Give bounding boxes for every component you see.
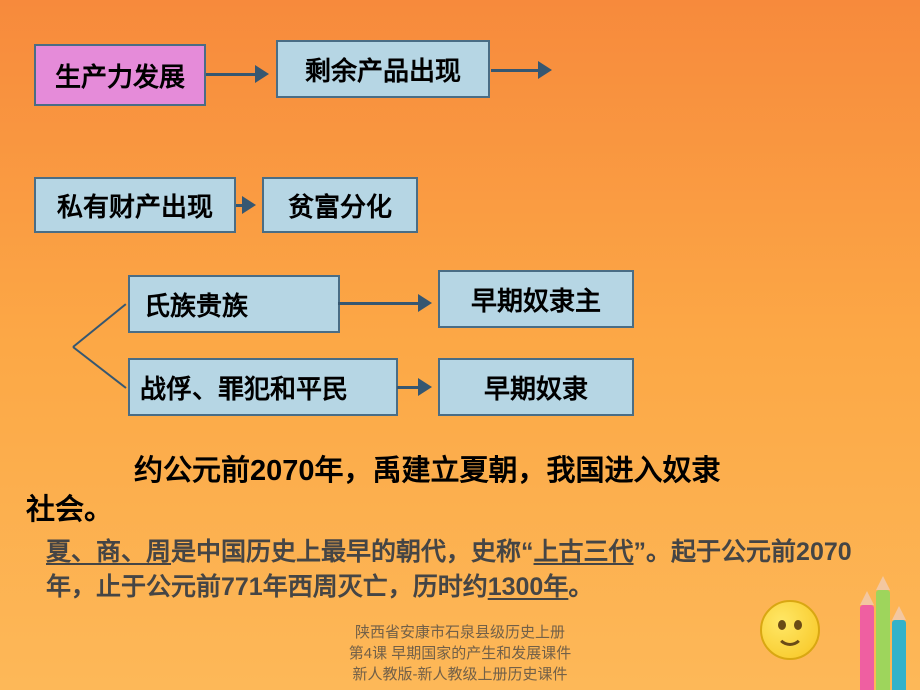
flow-box-label: 战俘、罪犯和平民 [140, 369, 348, 406]
arrow-head-icon [538, 61, 552, 79]
arrow-shaft [491, 69, 540, 72]
arrow-shaft [397, 386, 420, 389]
flow-box-label: 剩余产品出现 [305, 51, 461, 88]
flow-box-clan_noble: 氏族贵族 [128, 275, 340, 333]
flow-box-wealth_gap: 贫富分化 [262, 177, 418, 233]
flow-box-surplus: 剩余产品出现 [276, 40, 490, 98]
flow-box-slave_owner: 早期奴隶主 [438, 270, 634, 328]
flow-box-label: 早期奴隶 [484, 369, 588, 406]
arrow-head-icon [418, 294, 432, 312]
flow-box-label: 氏族贵族 [144, 286, 248, 323]
text-piece: 。 [568, 573, 593, 601]
text-piece: 夏、商、周 [46, 538, 171, 566]
arrow-shaft [338, 302, 420, 305]
arrow-head-icon [418, 378, 432, 396]
flow-box-label: 早期奴隶主 [471, 281, 601, 318]
flow-box-private_prop: 私有财产出现 [34, 177, 236, 233]
pencil-icon [860, 605, 874, 690]
pencil-icon [876, 590, 890, 690]
dynasty-summary-text: 夏、商、周是中国历史上最早的朝代，史称“上古三代”。起于公元前2070年，止于公… [46, 535, 881, 605]
smiley-icon [760, 600, 820, 660]
text-piece: 是中国历史上最早的朝代，史称“ [171, 538, 534, 566]
arrow-head-icon [255, 65, 269, 83]
text-piece: 上古三代 [534, 538, 634, 566]
arrow-shaft [206, 73, 257, 76]
flow-box-slave: 早期奴隶 [438, 358, 634, 416]
flow-box-productivity: 生产力发展 [34, 44, 206, 106]
pencil-icon [892, 620, 906, 690]
flow-box-label: 贫富分化 [288, 187, 392, 224]
text-piece: 1300年 [488, 573, 569, 601]
flow-box-captives: 战俘、罪犯和平民 [128, 358, 398, 416]
main-summary-text: 约公元前2070年，禹建立夏朝，我国进入奴隶社会。 [26, 452, 900, 530]
footer-line-3: 新人教版-新人教级上册历史课件 [0, 663, 920, 684]
arrow-head-icon [242, 196, 256, 214]
flow-box-label: 私有财产出现 [57, 187, 213, 224]
flow-box-label: 生产力发展 [55, 57, 185, 94]
